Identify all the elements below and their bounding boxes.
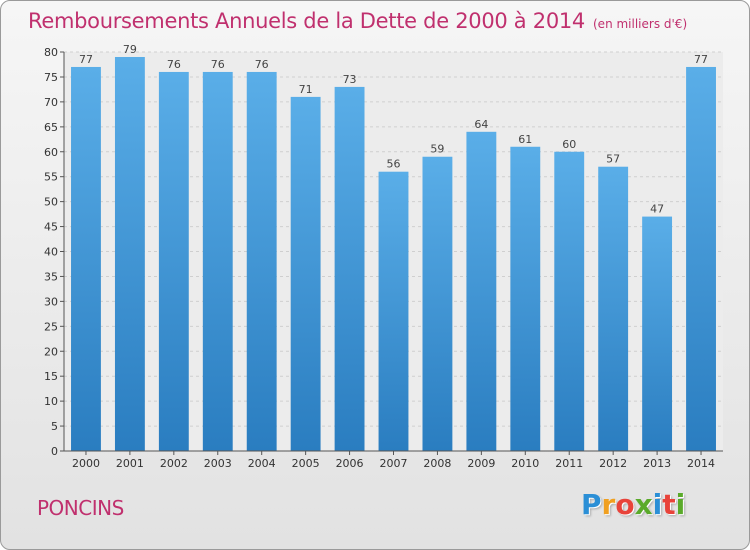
- value-label-2001: 79: [123, 43, 137, 56]
- value-label-2011: 60: [562, 138, 576, 151]
- x-tick-label-2006: 2006: [336, 457, 364, 470]
- bar-2013: [642, 216, 673, 451]
- proxiti-logo: Proxiti: [581, 488, 685, 521]
- bar-2010: [510, 146, 541, 451]
- value-label-2012: 57: [606, 153, 620, 166]
- value-label-2013: 47: [650, 203, 664, 216]
- value-label-2010: 61: [518, 133, 532, 146]
- value-label-2005: 71: [299, 83, 313, 96]
- value-label-2008: 59: [430, 143, 444, 156]
- y-tick-label: 10: [44, 395, 58, 408]
- y-tick-label: 0: [51, 445, 58, 458]
- x-tick-label-2003: 2003: [204, 457, 232, 470]
- x-tick-label-2012: 2012: [599, 457, 627, 470]
- bar-2004: [246, 71, 277, 451]
- value-label-2014: 77: [694, 53, 708, 66]
- y-tick-label: 40: [44, 246, 58, 259]
- bar-2012: [598, 166, 629, 451]
- chart-title: Remboursements Annuels de la Dette de 20…: [28, 9, 687, 33]
- x-axis: 2000 2001 2002 2003 2004 2005 2006 2007 2008 2009…: [64, 450, 723, 470]
- y-tick-label: 30: [44, 295, 58, 308]
- bar-2001: [114, 56, 145, 452]
- value-label-2009: 64: [474, 118, 488, 131]
- x-tick-label-2004: 2004: [248, 457, 276, 470]
- logo-letter: r: [601, 488, 616, 521]
- y-tick-label: 75: [44, 71, 58, 84]
- logo-letter: o: [615, 488, 635, 521]
- bar-2002: [158, 71, 189, 451]
- place-name: PONCINS: [37, 496, 124, 520]
- bar-2007: [378, 171, 409, 451]
- value-label-2002: 76: [167, 58, 181, 71]
- y-tick-label: 15: [44, 370, 58, 383]
- value-label-2003: 76: [211, 58, 225, 71]
- value-label-2004: 76: [255, 58, 269, 71]
- bar-2008: [422, 156, 453, 452]
- logo-letter: P: [581, 488, 602, 521]
- x-tick-label-2014: 2014: [687, 457, 715, 470]
- y-tick-label: 20: [44, 345, 58, 358]
- bar-2003: [202, 71, 233, 451]
- y-tick-label: 25: [44, 320, 58, 333]
- y-tick-label: 5: [51, 420, 58, 433]
- y-tick-label: 60: [44, 146, 58, 159]
- value-label-2007: 56: [387, 158, 401, 171]
- y-tick-label: 35: [44, 270, 58, 283]
- y-tick-label: 45: [44, 221, 58, 234]
- y-tick-label: 65: [44, 121, 58, 134]
- value-label-2006: 73: [343, 73, 357, 86]
- chart-title-text: Remboursements Annuels de la Dette de 20…: [28, 9, 585, 33]
- bars: 77 79 76 76 76 71 73 56 59 64 61 60 57 47 77: [71, 43, 716, 452]
- chart-subtitle: (en milliers d'€): [593, 17, 688, 31]
- logo-letter: i: [652, 488, 663, 521]
- x-tick-label-2008: 2008: [423, 457, 451, 470]
- x-tick-label-2005: 2005: [292, 457, 320, 470]
- x-tick-label-2007: 2007: [380, 457, 408, 470]
- y-tick-label: 80: [44, 46, 58, 59]
- y-axis: 0 5 10 15 20 25 30 35 40 45 50 55 60 65 70 75 80: [44, 46, 65, 458]
- bar-2014: [686, 66, 716, 452]
- x-tick-label-2009: 2009: [467, 457, 495, 470]
- y-tick-label: 55: [44, 171, 58, 184]
- x-tick-label-2001: 2001: [116, 457, 144, 470]
- logo-letter: t: [662, 488, 676, 521]
- bar-2009: [466, 131, 497, 452]
- x-tick-label-2011: 2011: [555, 457, 583, 470]
- y-tick-label: 50: [44, 196, 58, 209]
- logo-letter: x: [634, 488, 653, 521]
- bar-2000: [71, 66, 101, 452]
- y-tick-label: 70: [44, 96, 58, 109]
- bar-2006: [334, 86, 365, 451]
- x-tick-label-2010: 2010: [511, 457, 539, 470]
- bar-2005: [290, 96, 321, 451]
- value-label-2000: 77: [79, 53, 93, 66]
- x-tick-label-2002: 2002: [160, 457, 188, 470]
- bar-2011: [554, 151, 585, 451]
- logo-letter: i: [675, 488, 686, 521]
- x-tick-label-2000: 2000: [72, 457, 100, 470]
- x-tick-label-2013: 2013: [643, 457, 671, 470]
